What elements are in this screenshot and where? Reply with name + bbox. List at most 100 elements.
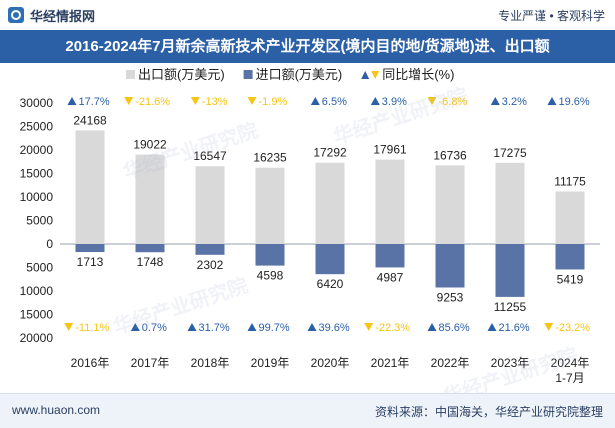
import-bar <box>315 244 345 275</box>
import-value-label: 5419 <box>557 272 584 286</box>
yoy-down-arrow-icon <box>64 323 74 331</box>
y-tick-label: 25000 <box>20 120 54 134</box>
export-yoy: -6.8% <box>427 96 468 108</box>
export-bar <box>135 154 165 244</box>
footer-source: 资料来源：中国海关，华经产业研究院整理 <box>374 405 603 419</box>
x-category-label: 2022年 <box>431 356 470 370</box>
export-value-label: 11175 <box>554 174 586 188</box>
yoy-down-arrow-icon <box>124 97 134 105</box>
yoy-label: -22.3% <box>375 322 410 334</box>
yoy-label: 17.7% <box>79 96 110 108</box>
brand-name: 华经情报网 <box>30 8 96 24</box>
export-yoy: -13% <box>190 96 228 108</box>
footer-site: www.huaon.com <box>12 403 101 417</box>
y-tick-label: 20000 <box>20 331 54 345</box>
import-yoy: 99.7% <box>247 322 290 334</box>
y-tick-label: 10000 <box>20 284 54 298</box>
import-bar <box>135 244 165 253</box>
yoy-up-arrow-icon <box>490 97 500 105</box>
yoy-down-arrow-icon <box>247 97 257 105</box>
yoy-label: -6.8% <box>439 96 468 108</box>
legend-marker <box>243 70 253 79</box>
import-value-label: 6420 <box>317 277 344 291</box>
yoy-label: 3.2% <box>502 96 527 108</box>
top-bar: 华经情报网 专业严谨 • 客观科学 <box>0 0 615 30</box>
import-yoy: 0.7% <box>130 322 167 334</box>
import-yoy: 39.6% <box>307 322 350 334</box>
yoy-up-arrow-icon <box>187 323 197 331</box>
import-bar <box>255 244 285 266</box>
import-bar <box>495 244 525 297</box>
yoy-up-arrow-icon <box>307 323 317 331</box>
yoy-up-arrow-icon <box>370 97 380 105</box>
x-category-label: 2021年 <box>371 356 410 370</box>
yoy-up-arrow-icon <box>487 323 497 331</box>
x-category-label: 2020年 <box>311 356 350 370</box>
brand-logo-icon <box>8 7 24 23</box>
import-bar <box>435 244 465 288</box>
yoy-label: -11.1% <box>75 322 109 334</box>
brand: 华经情报网 <box>8 6 95 24</box>
export-value-label: 17275 <box>493 146 527 160</box>
yoy-label: 85.6% <box>439 322 470 334</box>
import-yoy: -23.2% <box>544 322 590 334</box>
export-value-label: 16547 <box>193 149 227 163</box>
y-tick-label: 5000 <box>26 214 53 228</box>
y-tick-label: 0 <box>46 237 53 251</box>
import-yoy: 21.6% <box>487 322 530 334</box>
import-bar <box>555 244 585 270</box>
import-value-label: 9253 <box>437 290 464 304</box>
export-bar <box>495 162 525 244</box>
import-bar <box>375 244 405 268</box>
yoy-label: -1.9% <box>259 96 288 108</box>
yoy-down-arrow-icon <box>364 323 374 331</box>
export-bar <box>255 167 285 244</box>
export-value-label: 24168 <box>73 113 107 127</box>
export-value-label: 17292 <box>313 146 347 160</box>
footer-bar: www.huaon.com 资料来源：中国海关，华经产业研究院整理 <box>0 393 615 428</box>
x-category-label: 2023年 <box>491 356 530 370</box>
export-value-label: 17961 <box>373 143 407 157</box>
export-bar <box>555 191 585 244</box>
legend-up-arrow-icon <box>361 71 370 79</box>
export-yoy: 6.5% <box>310 96 347 108</box>
import-value-label: 11255 <box>494 300 527 314</box>
title-bar: 2016-2024年7月新余高新技术产业开发区(境内目的地/货源地)进、出口额 <box>0 30 615 63</box>
import-yoy: 31.7% <box>187 322 230 334</box>
yoy-up-arrow-icon <box>247 323 257 331</box>
export-value-label: 19022 <box>133 138 167 152</box>
import-yoy: -11.1% <box>64 322 109 334</box>
x-category-label: 2016年 <box>71 356 110 370</box>
export-bar <box>435 165 465 244</box>
y-tick-label: 15000 <box>20 308 54 322</box>
chart-title: 2016-2024年7月新余高新技术产业开发区(境内目的地/货源地)进、出口额 <box>65 38 550 55</box>
export-yoy: 3.9% <box>370 96 407 108</box>
yoy-label: 31.7% <box>199 322 230 334</box>
yoy-up-arrow-icon <box>310 97 320 105</box>
legend-marker <box>126 70 135 79</box>
export-yoy: -1.9% <box>247 96 288 108</box>
export-yoy: 17.7% <box>67 96 110 108</box>
import-value-label: 4987 <box>377 270 404 284</box>
yoy-label: 99.7% <box>259 322 290 334</box>
export-yoy: 19.6% <box>547 96 590 108</box>
export-yoy: 3.2% <box>490 96 527 108</box>
legend-label: 同比增长(%) <box>382 67 454 82</box>
legend-down-arrow-icon <box>371 71 380 79</box>
yoy-label: 6.5% <box>322 96 347 108</box>
y-tick-label: 5000 <box>26 261 53 275</box>
y-tick-label: 10000 <box>20 190 54 204</box>
yoy-label: -13% <box>202 96 228 108</box>
x-category-label: 2019年 <box>251 356 290 370</box>
yoy-up-arrow-icon <box>130 323 140 331</box>
yoy-up-arrow-icon <box>547 97 557 105</box>
x-category-label: 2017年 <box>131 356 170 370</box>
export-yoy: -21.6% <box>124 96 170 108</box>
import-value-label: 2302 <box>197 258 224 272</box>
yoy-label: 21.6% <box>499 322 530 334</box>
tagline: 专业严谨 • 客观科学 <box>498 9 605 23</box>
import-value-label: 4598 <box>257 269 284 283</box>
x-category-label: 2024年 1-7月 <box>551 356 590 385</box>
import-bar <box>75 244 105 253</box>
legend-label: 进口额(万美元) <box>256 67 343 82</box>
